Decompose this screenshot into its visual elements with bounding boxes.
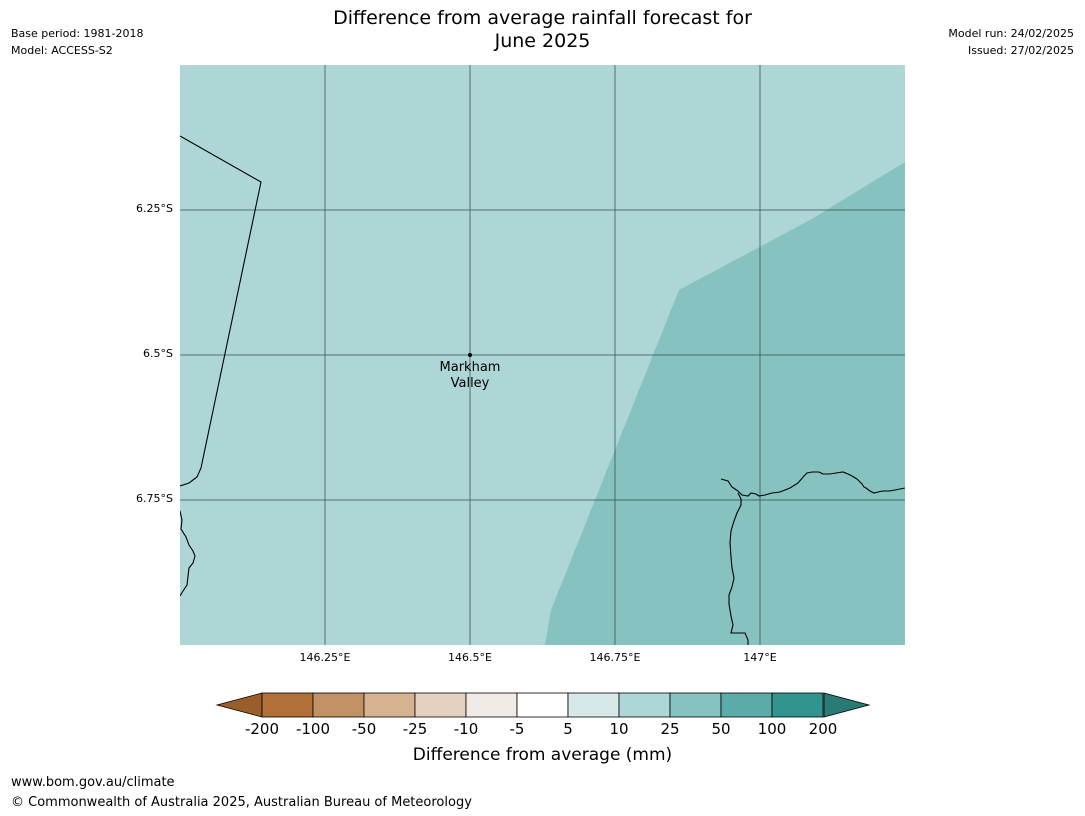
colorbar-cell xyxy=(618,692,671,718)
coastline-east xyxy=(720,471,905,497)
river-line xyxy=(728,492,749,645)
colorbar-cell xyxy=(363,692,416,718)
colorbar-tick-label: -50 xyxy=(351,720,377,738)
colorbar-cell xyxy=(720,692,773,718)
colorbar-extend-high xyxy=(823,692,871,718)
colorbar-tick-label: -100 xyxy=(295,720,331,738)
colorbar-cells xyxy=(261,692,824,718)
lon-label-146-5: 146.5°E xyxy=(448,651,492,664)
region-25-50 xyxy=(545,162,905,645)
place-marker xyxy=(468,353,472,357)
issued-text: Issued: 27/02/2025 xyxy=(967,44,1074,57)
place-name-line-1: Markham xyxy=(439,360,501,375)
colorbar-tick-label: 100 xyxy=(757,720,787,738)
colorbar-cell xyxy=(771,692,824,718)
colorbar-tick-label: 5 xyxy=(563,720,573,738)
colorbar-tick-label: -25 xyxy=(402,720,428,738)
lon-label-146-25: 146.25°E xyxy=(299,651,351,664)
header-right: Model run: 24/02/2025 Issued: 27/02/2025 xyxy=(948,25,1074,59)
model-text: Model: ACCESS-S2 xyxy=(11,44,113,57)
colorbar-tick-label: 50 xyxy=(711,720,731,738)
colorbar-tick-label: -200 xyxy=(244,720,280,738)
border-line xyxy=(180,135,262,487)
colorbar-cell xyxy=(261,692,314,718)
colorbar-tick-label: 25 xyxy=(660,720,680,738)
colorbar-title: Difference from average (mm) xyxy=(412,745,673,765)
colorbar-cell xyxy=(516,692,569,718)
lat-label-6-25: 6.25°S xyxy=(136,202,173,215)
lat-label-6-75: 6.75°S xyxy=(136,492,173,505)
footer-copyright: © Commonwealth of Australia 2025, Austra… xyxy=(11,795,472,810)
colorbar xyxy=(215,692,871,718)
base-period-text: Base period: 1981-2018 xyxy=(11,27,144,40)
coastline-west xyxy=(180,510,196,597)
colorbar-tick-label: -5 xyxy=(509,720,525,738)
footer-url: www.bom.gov.au/climate xyxy=(11,775,175,790)
colorbar-tick-label: -10 xyxy=(453,720,479,738)
place-label: Markham Valley xyxy=(420,360,520,392)
colorbar-cell xyxy=(312,692,365,718)
place-name-line-2: Valley xyxy=(450,376,490,391)
page-title: Difference from average rainfall forecas… xyxy=(0,7,1085,53)
title-line-2: June 2025 xyxy=(494,30,591,52)
colorbar-tick-label: 10 xyxy=(609,720,629,738)
header-left: Base period: 1981-2018 Model: ACCESS-S2 xyxy=(11,25,143,59)
title-line-1: Difference from average rainfall forecas… xyxy=(333,7,752,29)
colorbar-cell xyxy=(669,692,722,718)
lon-label-146-75: 146.75°E xyxy=(589,651,641,664)
boundaries xyxy=(180,135,905,645)
rainfall-map xyxy=(180,65,905,645)
colorbar-cell xyxy=(414,692,467,718)
lat-label-6-5: 6.5°S xyxy=(143,347,173,360)
colorbar-extend-low xyxy=(215,692,263,718)
colorbar-tick-label: 200 xyxy=(808,720,838,738)
lon-label-147: 147°E xyxy=(743,651,777,664)
model-run-text: Model run: 24/02/2025 xyxy=(948,27,1074,40)
colorbar-cell xyxy=(465,692,518,718)
colorbar-cell xyxy=(567,692,620,718)
